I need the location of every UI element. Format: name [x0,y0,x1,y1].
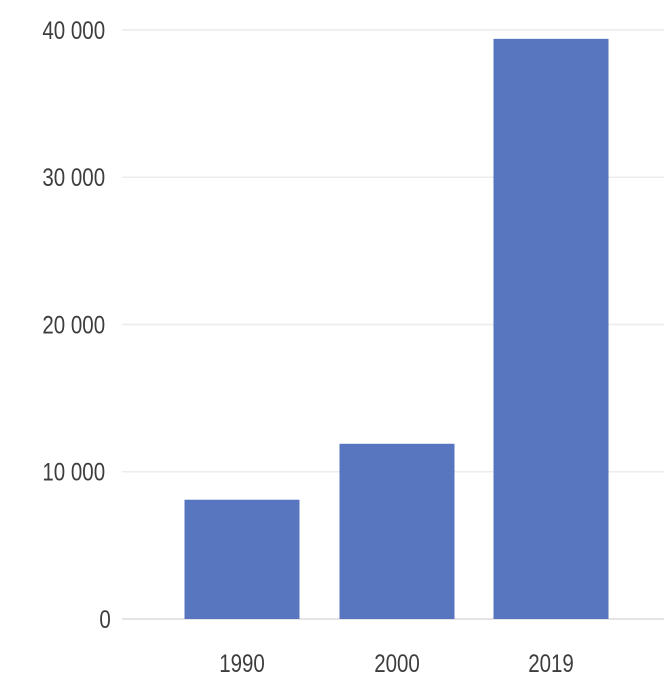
x-tick-label: 2019 [528,649,574,677]
x-tick-label: 1990 [219,649,265,677]
y-tick-label: 20 000 [42,311,105,339]
y-tick-label: 40 000 [42,16,105,44]
y-tick-label: 0 [99,605,110,633]
x-tick-label: 2000 [374,649,420,677]
bar-2000 [339,443,455,619]
y-tick-label: 10 000 [42,458,105,486]
bar-2019 [493,38,609,619]
y-tick-label: 30 000 [42,163,105,191]
bars [184,38,609,619]
x-axis-tick-labels: 1990 2000 2019 [219,649,574,677]
y-axis-tick-labels: 0 10 000 20 000 30 000 40 000 [42,16,110,633]
bar-1990 [184,499,300,619]
